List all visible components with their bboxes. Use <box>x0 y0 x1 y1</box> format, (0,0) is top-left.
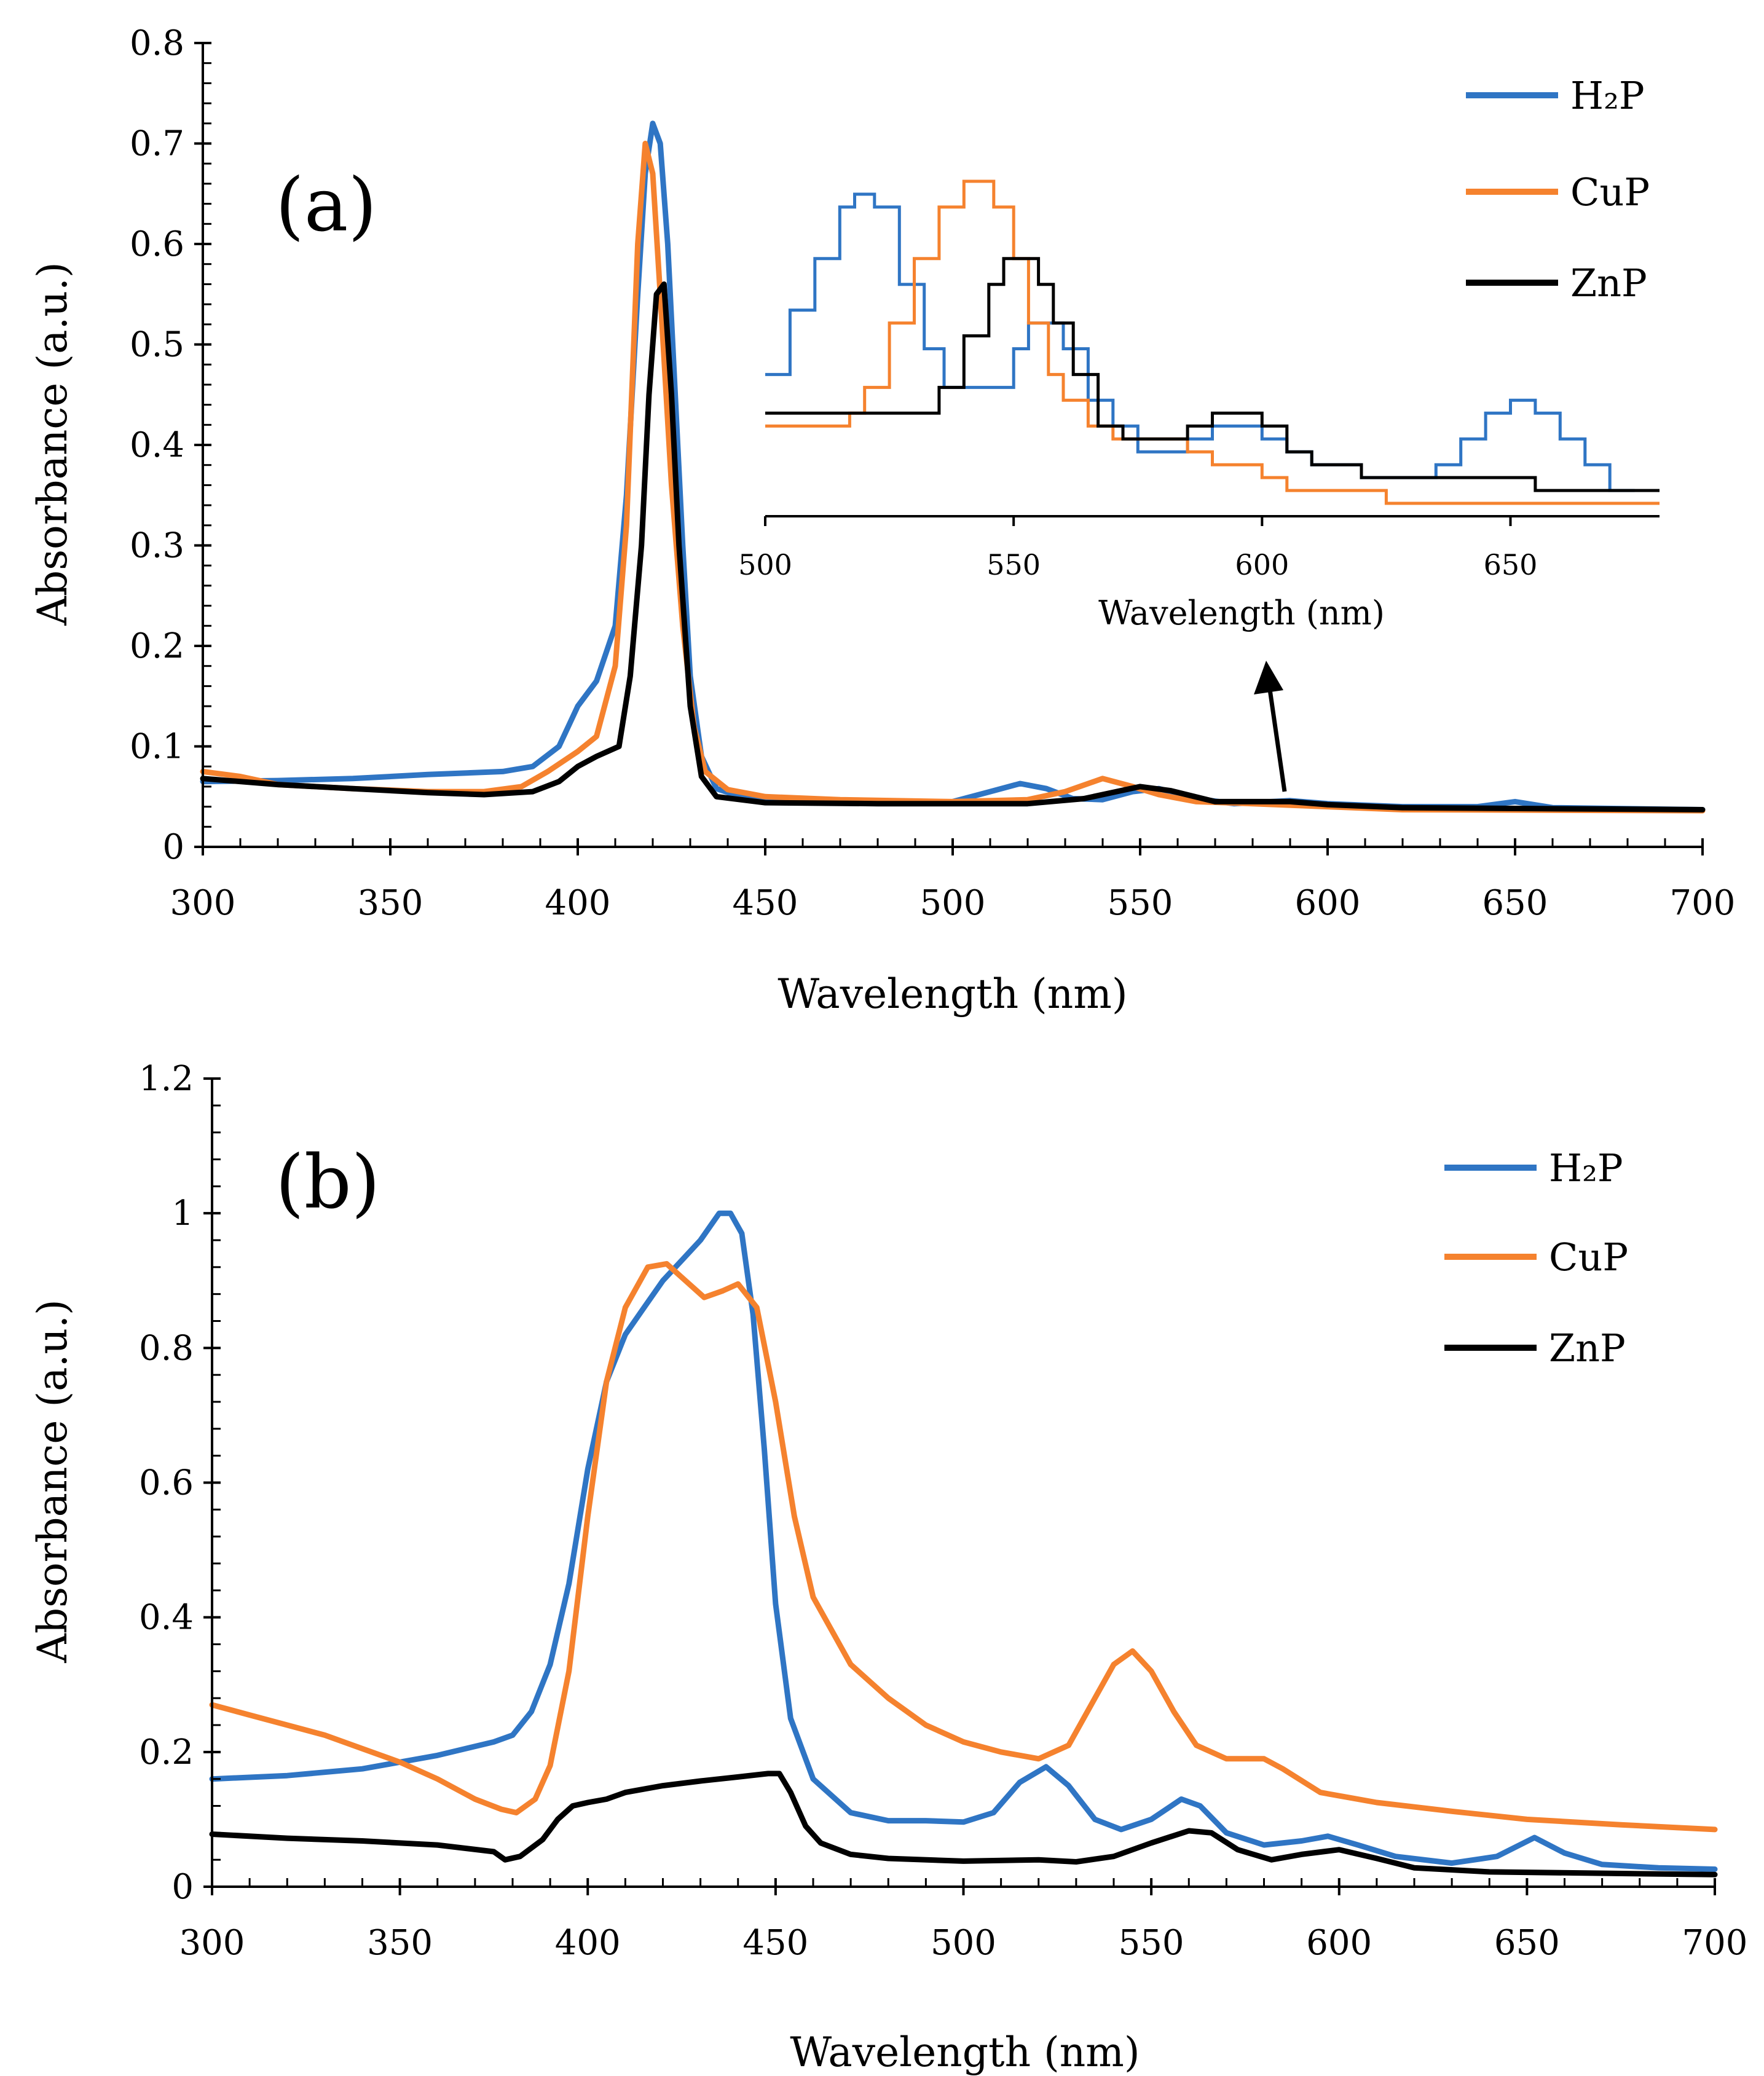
panel-a-x-axis-title: Wavelength (nm) <box>778 970 1127 1018</box>
panel-a-callout-arrow-shaft <box>1267 685 1287 792</box>
panel-a-chart: 0 0.1 0.2 0.3 0.4 0.5 0.6 0.7 0.8 300 350 400 450 500… <box>29 23 1735 1018</box>
panel-a-inset-x-tick-label-550: 550 <box>986 548 1041 581</box>
panel-a-y-tick-label-0-1: 0.1 <box>130 727 184 767</box>
panel-a-x-tick-label-300: 300 <box>170 883 236 923</box>
panel-a-axes: 0 0.1 0.2 0.3 0.4 0.5 0.6 0.7 0.8 300 350 400 450 500… <box>130 23 1736 923</box>
panel-a-y-tick-label-0-8: 0.8 <box>130 23 184 63</box>
panel-a-x-tick-label-400: 400 <box>545 883 611 923</box>
panel-a-inset-plot-lines <box>765 179 1660 505</box>
panel-b-axes: 0 0.2 0.4 0.6 0.8 1 1.2 300 350 400 450 500 550 600 65… <box>139 1059 1748 1963</box>
panel-a-legend-item-h2p: H₂P <box>1466 73 1645 118</box>
panel-a-x-tick-label-650: 650 <box>1482 883 1548 923</box>
panel-b-y-axis-title: Absorbance (a.u.) <box>29 1299 76 1664</box>
panel-a-x-tick-label-550: 550 <box>1108 883 1173 923</box>
panel-b-series-h2p <box>209 1210 1718 1872</box>
panel-b-x-tick-label-650: 650 <box>1494 1923 1560 1963</box>
panel-a-inset-series-znp <box>765 257 1660 492</box>
panel-a-y-tick-label-0-6: 0.6 <box>130 224 184 264</box>
panel-a-legend-item-cup: CuP <box>1466 170 1650 214</box>
panel-b-x-tick-label-500: 500 <box>931 1923 996 1963</box>
panel-b-x-tick-label-600: 600 <box>1306 1923 1372 1963</box>
panel-b-label: (b) <box>275 1140 380 1225</box>
panel-a-legend-label-cup: CuP <box>1570 170 1650 214</box>
panel-b-legend-label-h2p: H₂P <box>1549 1146 1623 1190</box>
panel-b-legend-label-cup: CuP <box>1549 1235 1628 1280</box>
panel-b-x-tick-label-700: 700 <box>1682 1923 1748 1963</box>
panel-a-y-tick-label-0-2: 0.2 <box>130 626 184 666</box>
panel-a-x-tick-label-500: 500 <box>920 883 986 923</box>
panel-a-legend-label-h2p: H₂P <box>1570 73 1645 118</box>
panel-a-x-tick-label-450: 450 <box>733 883 798 923</box>
panel-b-x-tick-label-450: 450 <box>742 1923 808 1963</box>
panel-a-x-tick-label-700: 700 <box>1670 883 1736 923</box>
panel-b-y-tick-label-1: 1 <box>171 1193 194 1233</box>
panel-a-plot-lines <box>200 120 1706 814</box>
panel-b-legend-item-znp: ZnP <box>1444 1326 1626 1370</box>
panel-b-plot-lines <box>209 1210 1718 1877</box>
panel-a-callout-arrow-head <box>1254 661 1283 694</box>
panel-b-y-tick-label-0-2: 0.2 <box>139 1732 194 1772</box>
panel-a-y-tick-label-0-7: 0.7 <box>130 124 184 164</box>
panel-a-y-axis-title: Absorbance (a.u.) <box>29 262 76 626</box>
panel-a-inset-x-tick-label-650: 650 <box>1484 548 1538 581</box>
panel-a-x-tick-label-600: 600 <box>1295 883 1361 923</box>
panel-a-y-tick-label-0: 0 <box>162 827 184 867</box>
panel-a-legend: H₂P CuP ZnP <box>1466 73 1650 305</box>
panel-b-y-tick-label-1-2: 1.2 <box>139 1059 194 1099</box>
panel-a-y-tick-label-0-3: 0.3 <box>130 526 184 566</box>
panel-b-chart: 0 0.2 0.4 0.6 0.8 1 1.2 300 350 400 450 500 550 600 65… <box>29 1059 1747 2076</box>
panel-b-legend-item-h2p: H₂P <box>1444 1146 1623 1190</box>
panel-a-label: (a) <box>275 163 377 248</box>
panel-a-x-tick-label-350: 350 <box>358 883 423 923</box>
panel-b-x-tick-label-400: 400 <box>555 1923 621 1963</box>
panel-b-legend: H₂P CuP ZnP <box>1444 1146 1628 1370</box>
panel-a-legend-label-znp: ZnP <box>1570 261 1647 305</box>
panel-b-x-axis-title: Wavelength (nm) <box>790 2029 1140 2076</box>
panel-b-y-tick-label-0-6: 0.6 <box>139 1463 194 1503</box>
panel-b-x-tick-label-300: 300 <box>179 1923 245 1963</box>
panel-b-x-tick-label-350: 350 <box>367 1923 433 1963</box>
panel-b-series-znp <box>209 1771 1718 1877</box>
panel-b-series-cup <box>209 1260 1718 1833</box>
panel-a-series-h2p <box>200 120 1706 812</box>
panel-b-x-tick-label-550: 550 <box>1119 1923 1184 1963</box>
panel-b-y-tick-label-0-4: 0.4 <box>139 1598 194 1638</box>
panel-a-inset-x-tick-label-600: 600 <box>1235 548 1289 581</box>
panel-a-legend-item-znp: ZnP <box>1466 261 1647 305</box>
panel-b-y-tick-label-0: 0 <box>171 1867 194 1907</box>
panel-a-series-znp <box>200 281 1706 812</box>
panel-b-y-tick-label-0-8: 0.8 <box>139 1328 194 1368</box>
panel-a-inset: 500 550 600 650 Wavelength (nm) <box>738 179 1660 632</box>
panel-a-inset-x-tick-label-500: 500 <box>738 548 792 581</box>
panel-a-callout-arrow <box>1254 661 1287 792</box>
panel-a-inset-series-cup <box>765 179 1660 505</box>
panel-a-inset-series-h2p <box>765 192 1635 492</box>
panel-a-y-tick-label-0-4: 0.4 <box>130 425 184 465</box>
panel-a-inset-axis: 500 550 600 650 <box>738 515 1660 581</box>
panel-b-legend-item-cup: CuP <box>1444 1235 1628 1280</box>
panel-a-y-tick-label-0-5: 0.5 <box>130 325 184 365</box>
panel-b-legend-label-znp: ZnP <box>1549 1326 1626 1370</box>
panel-a-inset-x-axis-title: Wavelength (nm) <box>1098 594 1385 632</box>
